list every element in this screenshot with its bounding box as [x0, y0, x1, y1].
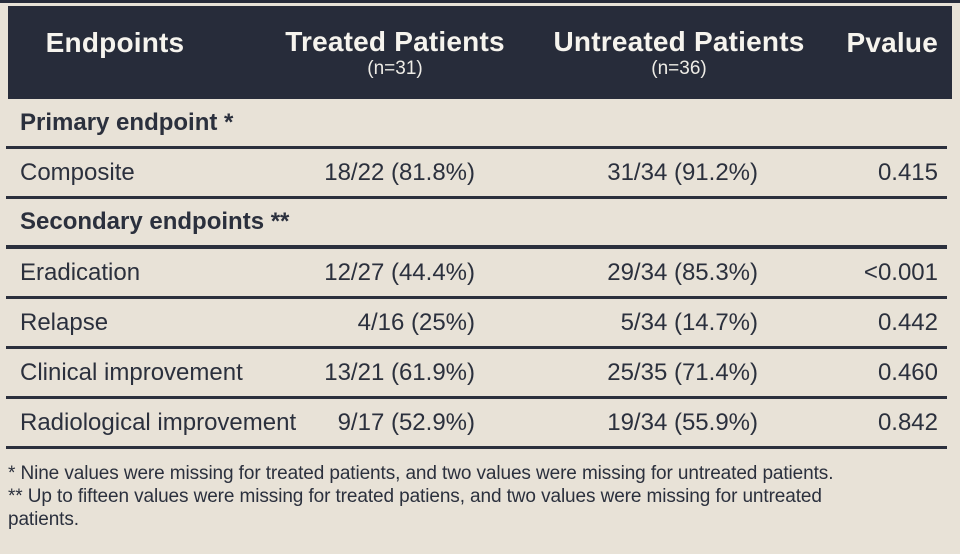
endpoint-cell: Radiological improvement	[20, 408, 297, 436]
endpoint-cell: Relapse	[20, 308, 109, 336]
header-treated-n: (n=31)	[367, 58, 423, 79]
treated-cell: 13/21 (61.9%)	[324, 358, 475, 386]
pvalue-cell: 0.442	[877, 308, 938, 336]
pvalue-cell: 0.842	[877, 408, 938, 436]
header-untreated-n: (n=36)	[651, 58, 707, 79]
table-body: Primary endpoint * Composite 18/22 (81.8…	[6, 99, 947, 449]
endpoint-cell: Eradication	[20, 258, 141, 286]
top-border-strip	[0, 0, 960, 3]
endpoint-cell: Clinical improvement	[20, 358, 243, 386]
pvalue-cell: <0.001	[863, 258, 938, 286]
endpoint-cell: Composite	[20, 158, 135, 186]
treated-cell: 4/16 (25%)	[357, 308, 475, 336]
header-untreated-label: Untreated Patients	[553, 26, 805, 57]
treated-cell: 9/17 (52.9%)	[337, 408, 475, 436]
table-row-relapse: Relapse 4/16 (25%) 5/34 (14.7%) 0.442	[6, 299, 947, 349]
table-header: Endpoints Treated Patients (n=31) Untrea…	[8, 6, 952, 99]
pvalue-cell: 0.460	[877, 358, 938, 386]
header-cell-treated: Treated Patients (n=31)	[222, 6, 568, 99]
header-endpoints-label: Endpoints	[45, 26, 185, 58]
section-row-primary: Primary endpoint *	[6, 99, 947, 149]
section-label: Secondary endpoints **	[20, 208, 290, 235]
pvalue-cell: 0.415	[877, 158, 938, 186]
section-label: Primary endpoint *	[20, 108, 234, 136]
table-row-composite: Composite 18/22 (81.8%) 31/34 (91.2%) 0.…	[6, 149, 947, 199]
header-cell-untreated: Untreated Patients (n=36)	[554, 6, 805, 99]
footnote-secondary-line2: patients.	[8, 509, 79, 530]
untreated-cell: 25/35 (71.4%)	[607, 358, 758, 386]
table-row-eradication: Eradication 12/27 (44.4%) 29/34 (85.3%) …	[6, 249, 947, 299]
untreated-cell: 19/34 (55.9%)	[607, 408, 758, 436]
header-cell-pvalue: Pvalue	[790, 6, 952, 99]
treated-cell: 18/22 (81.8%)	[324, 158, 475, 186]
section-row-secondary: Secondary endpoints **	[6, 199, 947, 249]
untreated-cell: 29/34 (85.3%)	[607, 258, 758, 286]
footnotes: * Nine values were missing for treated p…	[8, 462, 953, 531]
header-pvalue-label: Pvalue	[846, 26, 938, 58]
treated-cell: 12/27 (44.4%)	[324, 258, 475, 286]
untreated-cell: 5/34 (14.7%)	[620, 308, 758, 336]
untreated-cell: 31/34 (91.2%)	[607, 158, 758, 186]
table-row-clinical-improvement: Clinical improvement 13/21 (61.9%) 25/35…	[6, 349, 947, 399]
header-treated-label: Treated Patients	[285, 26, 505, 57]
footnote-primary: * Nine values were missing for treated p…	[8, 463, 834, 484]
header-cell-endpoints: Endpoints	[8, 6, 222, 99]
footnote-secondary-line1: ** Up to fifteen values were missing for…	[8, 486, 822, 507]
table-row-radiological-improvement: Radiological improvement 9/17 (52.9%) 19…	[6, 399, 947, 449]
